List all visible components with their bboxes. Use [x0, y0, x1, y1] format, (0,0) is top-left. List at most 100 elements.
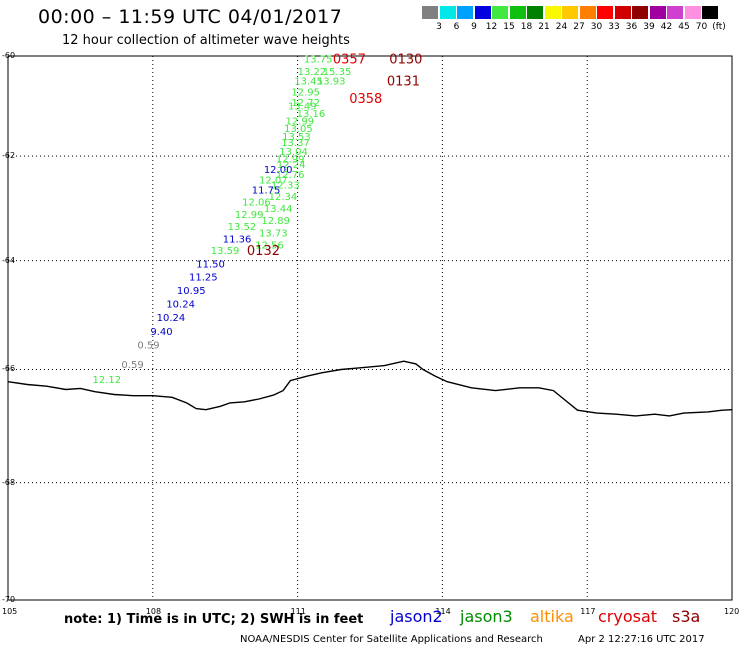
scale-swatch — [474, 6, 491, 19]
scale-swatch — [614, 6, 631, 19]
longitude-label: 120 — [724, 607, 740, 616]
time-marker-label: 0132 — [247, 244, 280, 259]
scale-swatch — [562, 6, 578, 19]
credit-line: NOAA/NESDIS Center for Satellite Applica… — [240, 634, 543, 645]
wave-height-label: 12.12 — [92, 375, 121, 386]
wave-height-label: 13.75 — [304, 54, 333, 65]
time-marker-label: 0130 — [389, 52, 422, 67]
wave-height-label: 12.06 — [242, 198, 271, 209]
wave-height-observations: 13.75 13.2215.3513.4513.9312.9512.7213.49… — [92, 54, 351, 385]
time-marker-label: 0358 — [349, 92, 382, 107]
wave-height-label: 12.24 — [277, 160, 306, 171]
scale-swatch — [527, 6, 543, 19]
scale-swatch — [597, 6, 613, 19]
wave-height-label: 13.52 — [228, 222, 257, 233]
wave-height-label: 12.07 — [259, 175, 288, 186]
scale-swatch — [702, 6, 718, 19]
scale-swatch — [492, 6, 508, 19]
longitude-label: 105 — [2, 607, 18, 616]
wave-height-label: 11.36 — [223, 234, 252, 245]
scale-label: 39 — [643, 22, 655, 32]
wave-height-label: 13.53 — [282, 132, 311, 143]
wave-height-label: 11.50 — [196, 259, 225, 270]
wave-height-label: 13.45 — [294, 77, 323, 88]
wave-height-label: 0.59 — [121, 360, 143, 371]
wave-height-label: 12.99 — [286, 117, 315, 128]
scale-label: 45 — [678, 22, 690, 32]
wave-height-label: 13.44 — [264, 204, 293, 215]
wave-height-label: 13.16 — [297, 109, 326, 120]
legend-jason2: jason2 — [390, 607, 443, 626]
wave-height-label: 12.95 — [291, 88, 320, 99]
scale-label: 24 — [555, 22, 568, 32]
wave-height-label: 12.00 — [264, 165, 293, 176]
wave-height-label: 10.95 — [177, 286, 206, 297]
wave-height-label: 12.72 — [291, 98, 320, 109]
legend-cryosat: cryosat — [598, 607, 658, 626]
scale-label: 27 — [573, 22, 585, 32]
wave-height-label: 13.59 — [211, 246, 240, 257]
latitude-label: -64 — [2, 255, 16, 265]
scale-swatch — [422, 6, 438, 19]
graticule — [8, 56, 732, 600]
latitude-label: -68 — [2, 477, 16, 487]
latitude-label: -62 — [2, 151, 16, 161]
wave-height-label: 11.75 — [252, 186, 281, 197]
time-marker-label: 0131 — [387, 75, 420, 90]
scale-label: 36 — [625, 22, 638, 32]
scale-swatch — [632, 6, 648, 19]
time-marker-label: 0357 — [333, 52, 366, 67]
wave-height-label: 12.76 — [276, 170, 305, 181]
scale-swatch — [667, 6, 683, 19]
page-subtitle: 12 hour collection of altimeter wave hei… — [62, 33, 350, 48]
wave-height-label: 10.24 — [157, 313, 186, 324]
scale-label: 18 — [520, 22, 533, 32]
longitude-label: 111 — [290, 607, 306, 616]
wave-height-label: 13.73 — [259, 229, 288, 240]
wave-height-label: 9.40 — [150, 327, 172, 338]
wave-height-label: 12.99 — [276, 155, 305, 166]
latitude-label: -70 — [2, 595, 16, 604]
scale-label: 21 — [538, 22, 550, 32]
wave-height-label: 13.05 — [284, 124, 313, 135]
scale-label: 6 — [453, 22, 460, 32]
scale-swatch — [509, 6, 526, 19]
scale-label: 9 — [471, 22, 477, 32]
scale-swatch — [457, 6, 473, 19]
latitude-label: -66 — [2, 364, 16, 374]
wave-height-label: 11.25 — [189, 273, 218, 284]
map-frame — [7, 55, 733, 601]
longitude-label: 108 — [145, 607, 162, 616]
scale-swatch — [649, 6, 666, 19]
wave-height-label: 13.04 — [279, 147, 308, 158]
legend-jason3: jason3 — [460, 607, 513, 626]
wave-height-label: 13.49 — [288, 102, 317, 113]
scale-swatch — [439, 6, 456, 19]
wave-height-label: 12.56 — [255, 241, 284, 252]
wave-height-label: 13.93 — [317, 77, 346, 88]
wave-height-label: 12.33 — [271, 180, 300, 191]
scale-label: 70 — [695, 22, 708, 32]
scale-unit: (ft) — [712, 22, 726, 32]
wave-height-label: 0.59 — [137, 341, 159, 352]
longitude-label: 117 — [580, 607, 596, 616]
wave-height-label: 12.34 — [269, 192, 298, 203]
time-markers: 0357 0130 0131 0358 0132 — [247, 52, 422, 259]
legend-s3a: s3a — [672, 607, 701, 626]
scale-swatch — [579, 6, 596, 19]
scale-swatch — [684, 6, 701, 19]
scale-label: 33 — [608, 22, 620, 32]
footer-note: note: 1) Time is in UTC; 2) SWH is in fe… — [64, 612, 364, 627]
wave-height-label: 13.22 — [298, 67, 327, 78]
longitude-label: 114 — [435, 607, 451, 616]
wave-height-label: 15.35 — [323, 67, 352, 78]
scale-label: 42 — [660, 22, 673, 32]
scale-label: 3 — [436, 22, 442, 32]
scale-swatch — [544, 6, 561, 19]
scale-label: 30 — [590, 22, 603, 32]
page-title: 00:00 – 11:59 UTC 04/01/2017 — [38, 6, 343, 28]
wave-height-label: 10.24 — [166, 300, 195, 311]
wave-height-label: 12.99 — [235, 210, 264, 221]
legend-altika: altika — [530, 607, 574, 626]
